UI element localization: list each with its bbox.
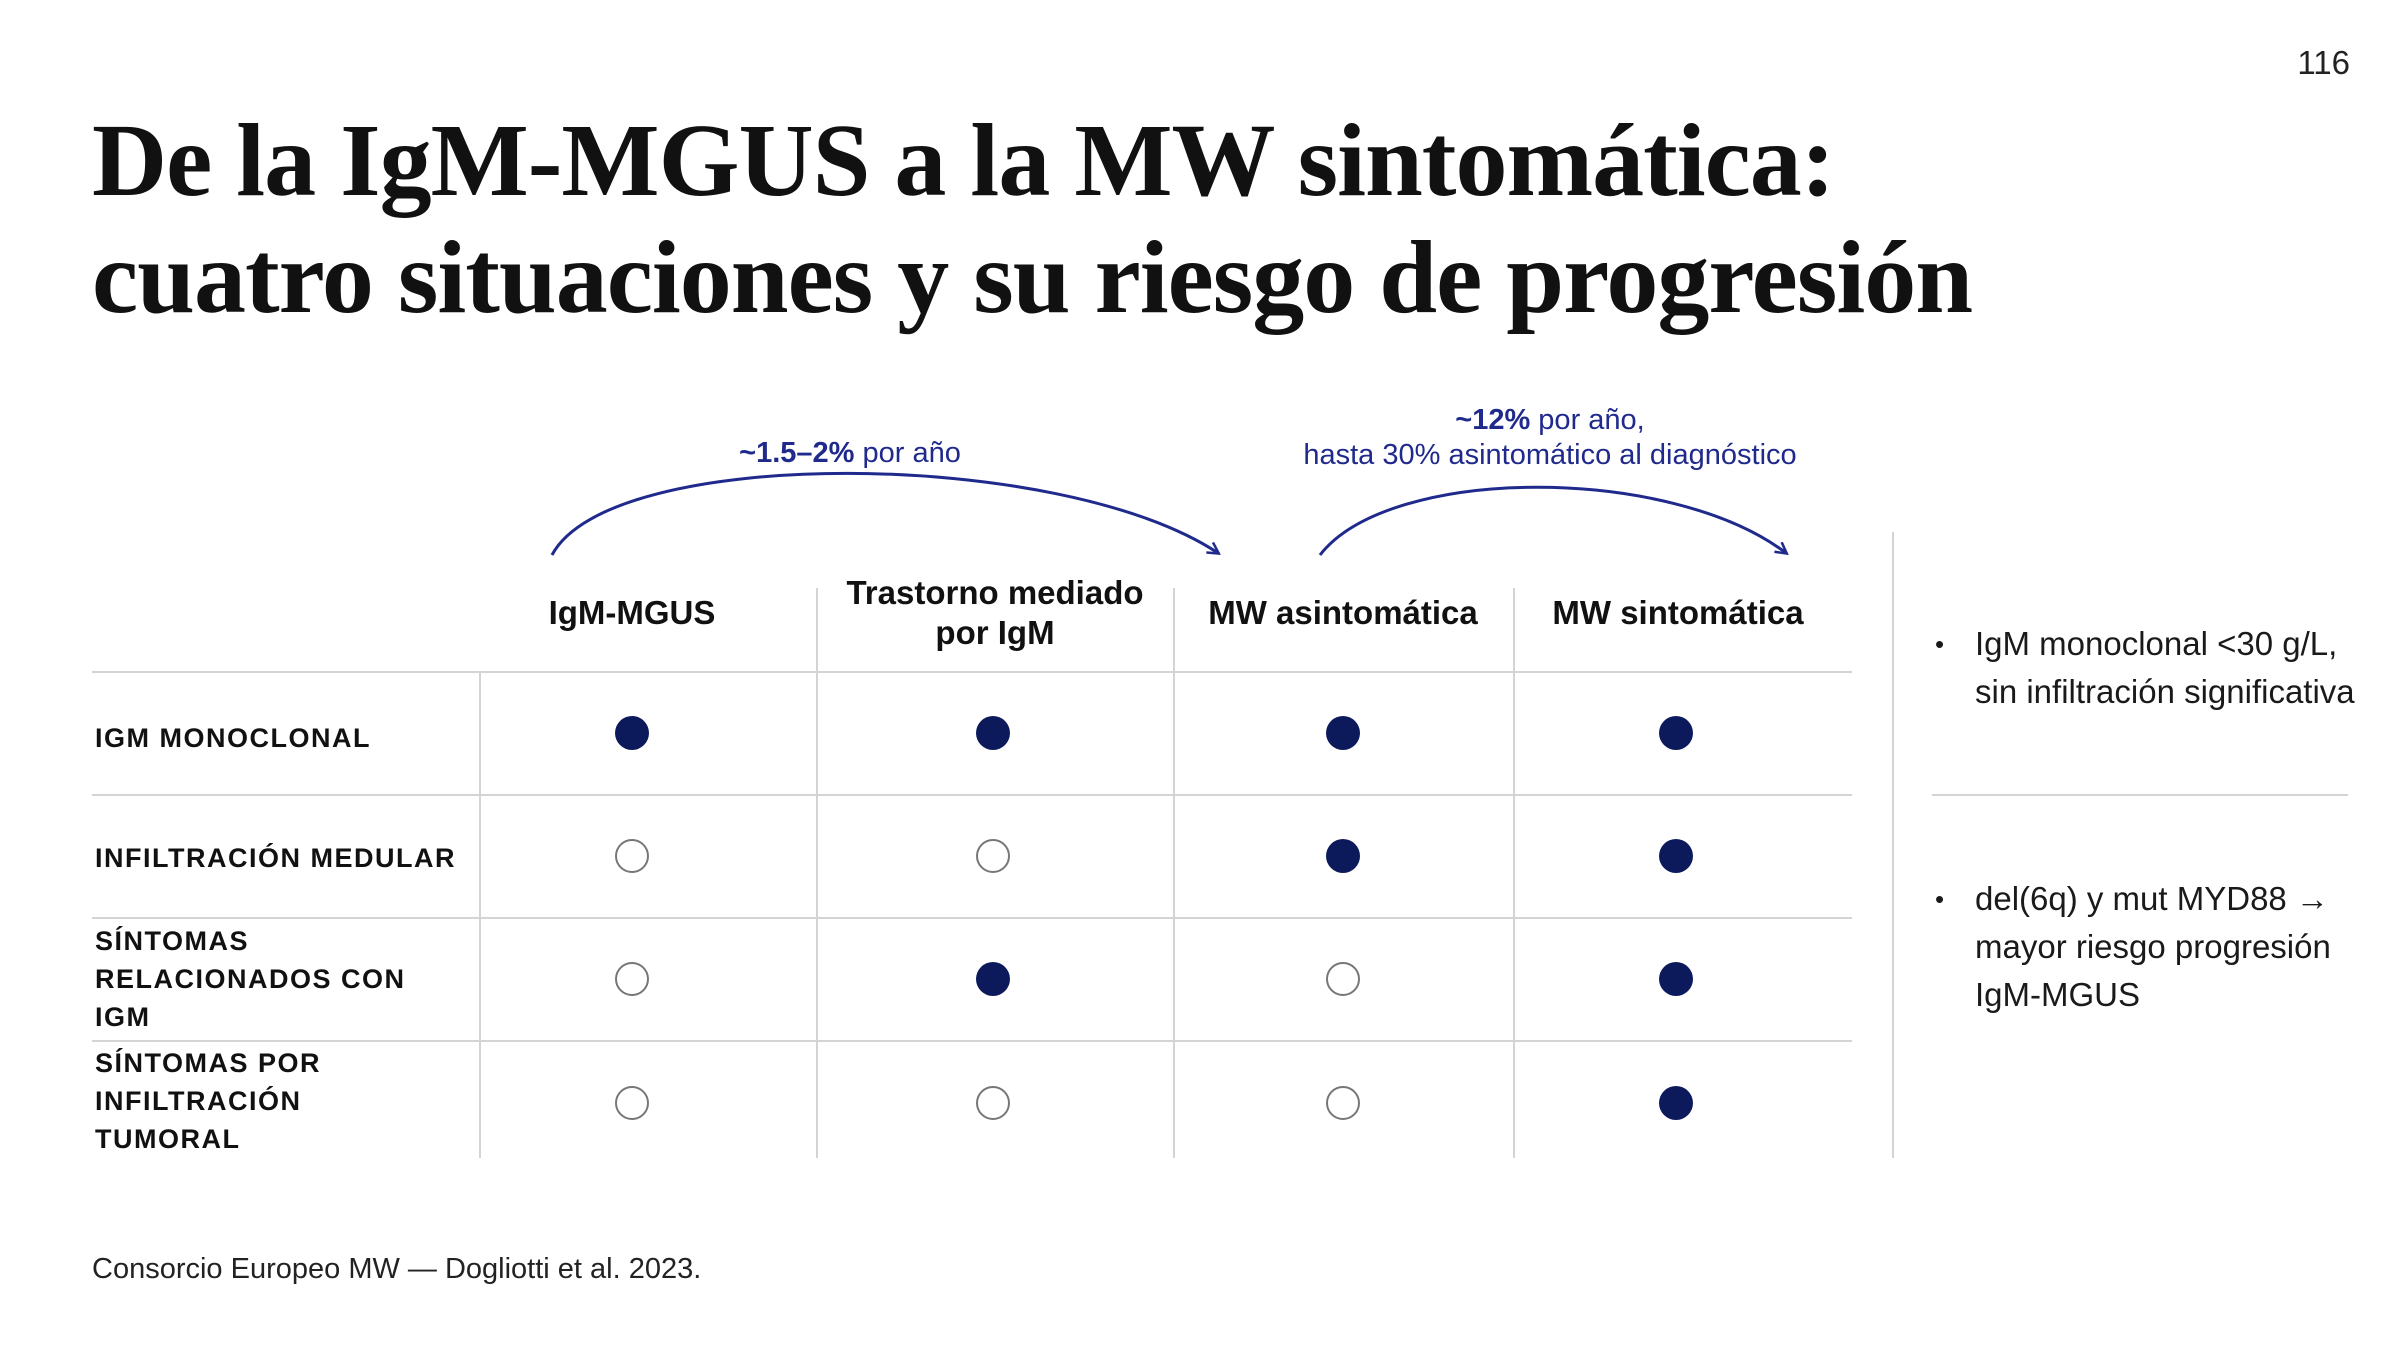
title-line-1: De la IgM-MGUS a la MW sintomática:	[92, 103, 1835, 218]
empty-dot-icon	[615, 1086, 649, 1120]
empty-dot-icon	[615, 962, 649, 996]
row-divider	[92, 794, 1852, 796]
row-label-sintomas-infiltracion: SÍNTOMAS POR INFILTRACIÓN TUMORAL	[95, 1048, 322, 1154]
column-divider	[1513, 588, 1515, 1158]
arc-asymptomatic-to-symptomatic	[1318, 485, 1786, 556]
empty-dot-icon	[976, 839, 1010, 873]
filled-dot-icon	[615, 716, 649, 750]
column-header-mw-sintomatica: MW sintomática	[1552, 594, 1804, 631]
page-title: De la IgM-MGUS a la MW sintomática: cuat…	[92, 102, 1992, 336]
side-note-divider	[1932, 794, 2348, 796]
progression-rate-1: ~1.5–2%	[739, 437, 855, 469]
bullet-icon: •	[1935, 629, 1945, 659]
row-divider	[92, 1040, 1852, 1042]
side-note-1-text: IgM monoclonal <30 g/L, sin infiltración…	[1975, 625, 2355, 710]
column-divider	[1173, 588, 1175, 1158]
filled-dot-icon	[976, 716, 1010, 750]
side-note-2: • del(6q) y mut MYD88 → mayor riesgo pro…	[1935, 875, 2355, 1019]
progression-label-2: ~12% por año, hasta 30% asintomático al …	[1230, 403, 1870, 473]
empty-dot-icon	[976, 1086, 1010, 1120]
filled-dot-icon	[1659, 962, 1693, 996]
filled-dot-icon	[1659, 716, 1693, 750]
empty-dot-icon	[1326, 1086, 1360, 1120]
arc-mgus-to-asymptomatic	[550, 471, 1218, 556]
filled-dot-icon	[1659, 839, 1693, 873]
side-panel-divider	[1892, 532, 1894, 1158]
bullet-icon: •	[1935, 884, 1945, 914]
filled-dot-icon	[1326, 839, 1360, 873]
side-note-2-text: del(6q) y mut MYD88 → mayor riesgo progr…	[1975, 880, 2331, 1013]
row-label-infiltracion-medular: INFILTRACIÓN MEDULAR	[95, 843, 456, 873]
source-citation: Consorcio Europeo MW — Dogliotti et al. …	[92, 1253, 702, 1285]
progression-suffix-2: por año,	[1530, 404, 1645, 436]
filled-dot-icon	[1659, 1086, 1693, 1120]
column-header-trastorno: Trastorno mediado por IgM	[846, 574, 1144, 651]
column-divider	[479, 673, 481, 1158]
progression-label-1: ~1.5–2% por año	[620, 436, 1080, 471]
column-header-mw-asintomatica: MW asintomática	[1208, 594, 1478, 631]
filled-dot-icon	[976, 962, 1010, 996]
header-divider	[92, 671, 1852, 673]
row-label-igm-monoclonal: IGM MONOCLONAL	[95, 723, 371, 753]
empty-dot-icon	[615, 839, 649, 873]
filled-dot-icon	[1326, 716, 1360, 750]
side-note-1: • IgM monoclonal <30 g/L, sin infiltraci…	[1935, 620, 2355, 716]
empty-dot-icon	[1326, 962, 1360, 996]
progression-arcs	[550, 471, 2400, 556]
progression-suffix-1: por año	[854, 437, 961, 469]
title-line-2: cuatro situaciones y su riesgo de progre…	[92, 220, 1973, 335]
column-divider	[816, 588, 818, 1158]
row-label-sintomas-igm: SÍNTOMAS RELACIONADOS CON IGM	[95, 926, 406, 1032]
row-divider	[92, 917, 1852, 919]
progression-detail-2: hasta 30% asintomático al diagnóstico	[1303, 439, 1797, 471]
progression-rate-2: ~12%	[1455, 404, 1531, 436]
page-number: 116	[2297, 44, 2350, 81]
column-header-igm-mgus: IgM-MGUS	[548, 594, 716, 631]
